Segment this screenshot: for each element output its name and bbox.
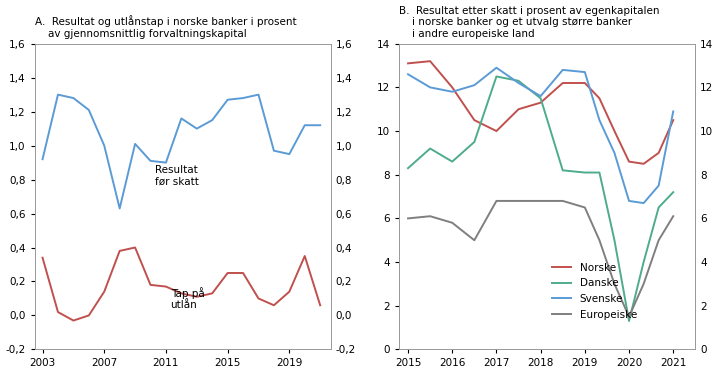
Europeiske	[639, 282, 648, 286]
Svenske	[536, 94, 545, 98]
Europeiske	[426, 214, 434, 218]
Norske	[610, 129, 619, 133]
Europeiske	[580, 205, 589, 210]
Svenske	[404, 72, 413, 77]
Svenske	[580, 70, 589, 74]
Danske	[470, 140, 479, 144]
Svenske	[514, 81, 523, 85]
Danske	[595, 170, 604, 175]
Danske	[426, 146, 434, 151]
Svenske	[492, 65, 500, 70]
Norske	[448, 85, 457, 90]
Europeiske	[536, 199, 545, 203]
Danske	[448, 159, 457, 164]
Europeiske	[669, 214, 677, 218]
Svenske	[654, 183, 663, 188]
Svenske	[448, 89, 457, 94]
Svenske	[669, 109, 677, 114]
Europeiske	[514, 199, 523, 203]
Norske	[654, 151, 663, 155]
Line: Svenske: Svenske	[408, 68, 673, 203]
Europeiske	[595, 238, 604, 242]
Danske	[654, 205, 663, 210]
Norske	[580, 81, 589, 85]
Europeiske	[470, 238, 479, 242]
Legend: Norske, Danske, Svenske, Europeiske: Norske, Danske, Svenske, Europeiske	[552, 263, 637, 320]
Svenske	[470, 83, 479, 88]
Svenske	[559, 68, 567, 72]
Danske	[536, 96, 545, 101]
Europeiske	[448, 221, 457, 225]
Svenske	[426, 85, 434, 90]
Danske	[559, 168, 567, 172]
Norske	[536, 100, 545, 105]
Norske	[595, 96, 604, 101]
Norske	[492, 129, 500, 133]
Danske	[610, 238, 619, 242]
Text: Resultat
før skatt: Resultat før skatt	[155, 165, 199, 186]
Norske	[404, 61, 413, 65]
Line: Europeiske: Europeiske	[408, 201, 673, 317]
Norske	[514, 107, 523, 111]
Svenske	[639, 201, 648, 205]
Norske	[559, 81, 567, 85]
Line: Danske: Danske	[408, 76, 673, 321]
Norske	[426, 59, 434, 64]
Danske	[404, 166, 413, 171]
Text: A.  Resultat og utlånstap i norske banker i prosent
    av gjennomsnittlig forva: A. Resultat og utlånstap i norske banker…	[35, 15, 296, 39]
Europeiske	[654, 238, 663, 242]
Text: B.  Resultat etter skatt i prosent av egenkapitalen
    i norske banker og et ut: B. Resultat etter skatt i prosent av ege…	[399, 6, 660, 39]
Europeiske	[559, 199, 567, 203]
Danske	[639, 260, 648, 264]
Danske	[514, 79, 523, 83]
Norske	[470, 118, 479, 122]
Svenske	[595, 118, 604, 122]
Line: Norske: Norske	[408, 61, 673, 164]
Danske	[580, 170, 589, 175]
Danske	[492, 74, 500, 79]
Svenske	[625, 199, 633, 203]
Norske	[639, 162, 648, 166]
Danske	[625, 319, 633, 323]
Europeiske	[492, 199, 500, 203]
Svenske	[610, 151, 619, 155]
Danske	[669, 190, 677, 194]
Norske	[669, 118, 677, 122]
Text: Tap på
utlån: Tap på utlån	[170, 287, 204, 310]
Europeiske	[625, 315, 633, 319]
Europeiske	[610, 282, 619, 286]
Norske	[625, 159, 633, 164]
Europeiske	[404, 216, 413, 221]
